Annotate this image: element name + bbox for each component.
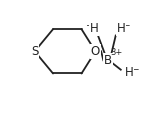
Text: H: H: [116, 22, 125, 35]
Text: −: −: [122, 20, 130, 29]
Text: −: −: [85, 20, 93, 29]
Text: O: O: [91, 45, 100, 58]
Text: H: H: [125, 66, 133, 79]
Text: H: H: [90, 22, 99, 35]
Text: −: −: [131, 64, 138, 73]
Text: S: S: [31, 45, 38, 58]
Text: 3+: 3+: [111, 48, 123, 57]
Text: B: B: [104, 54, 112, 67]
